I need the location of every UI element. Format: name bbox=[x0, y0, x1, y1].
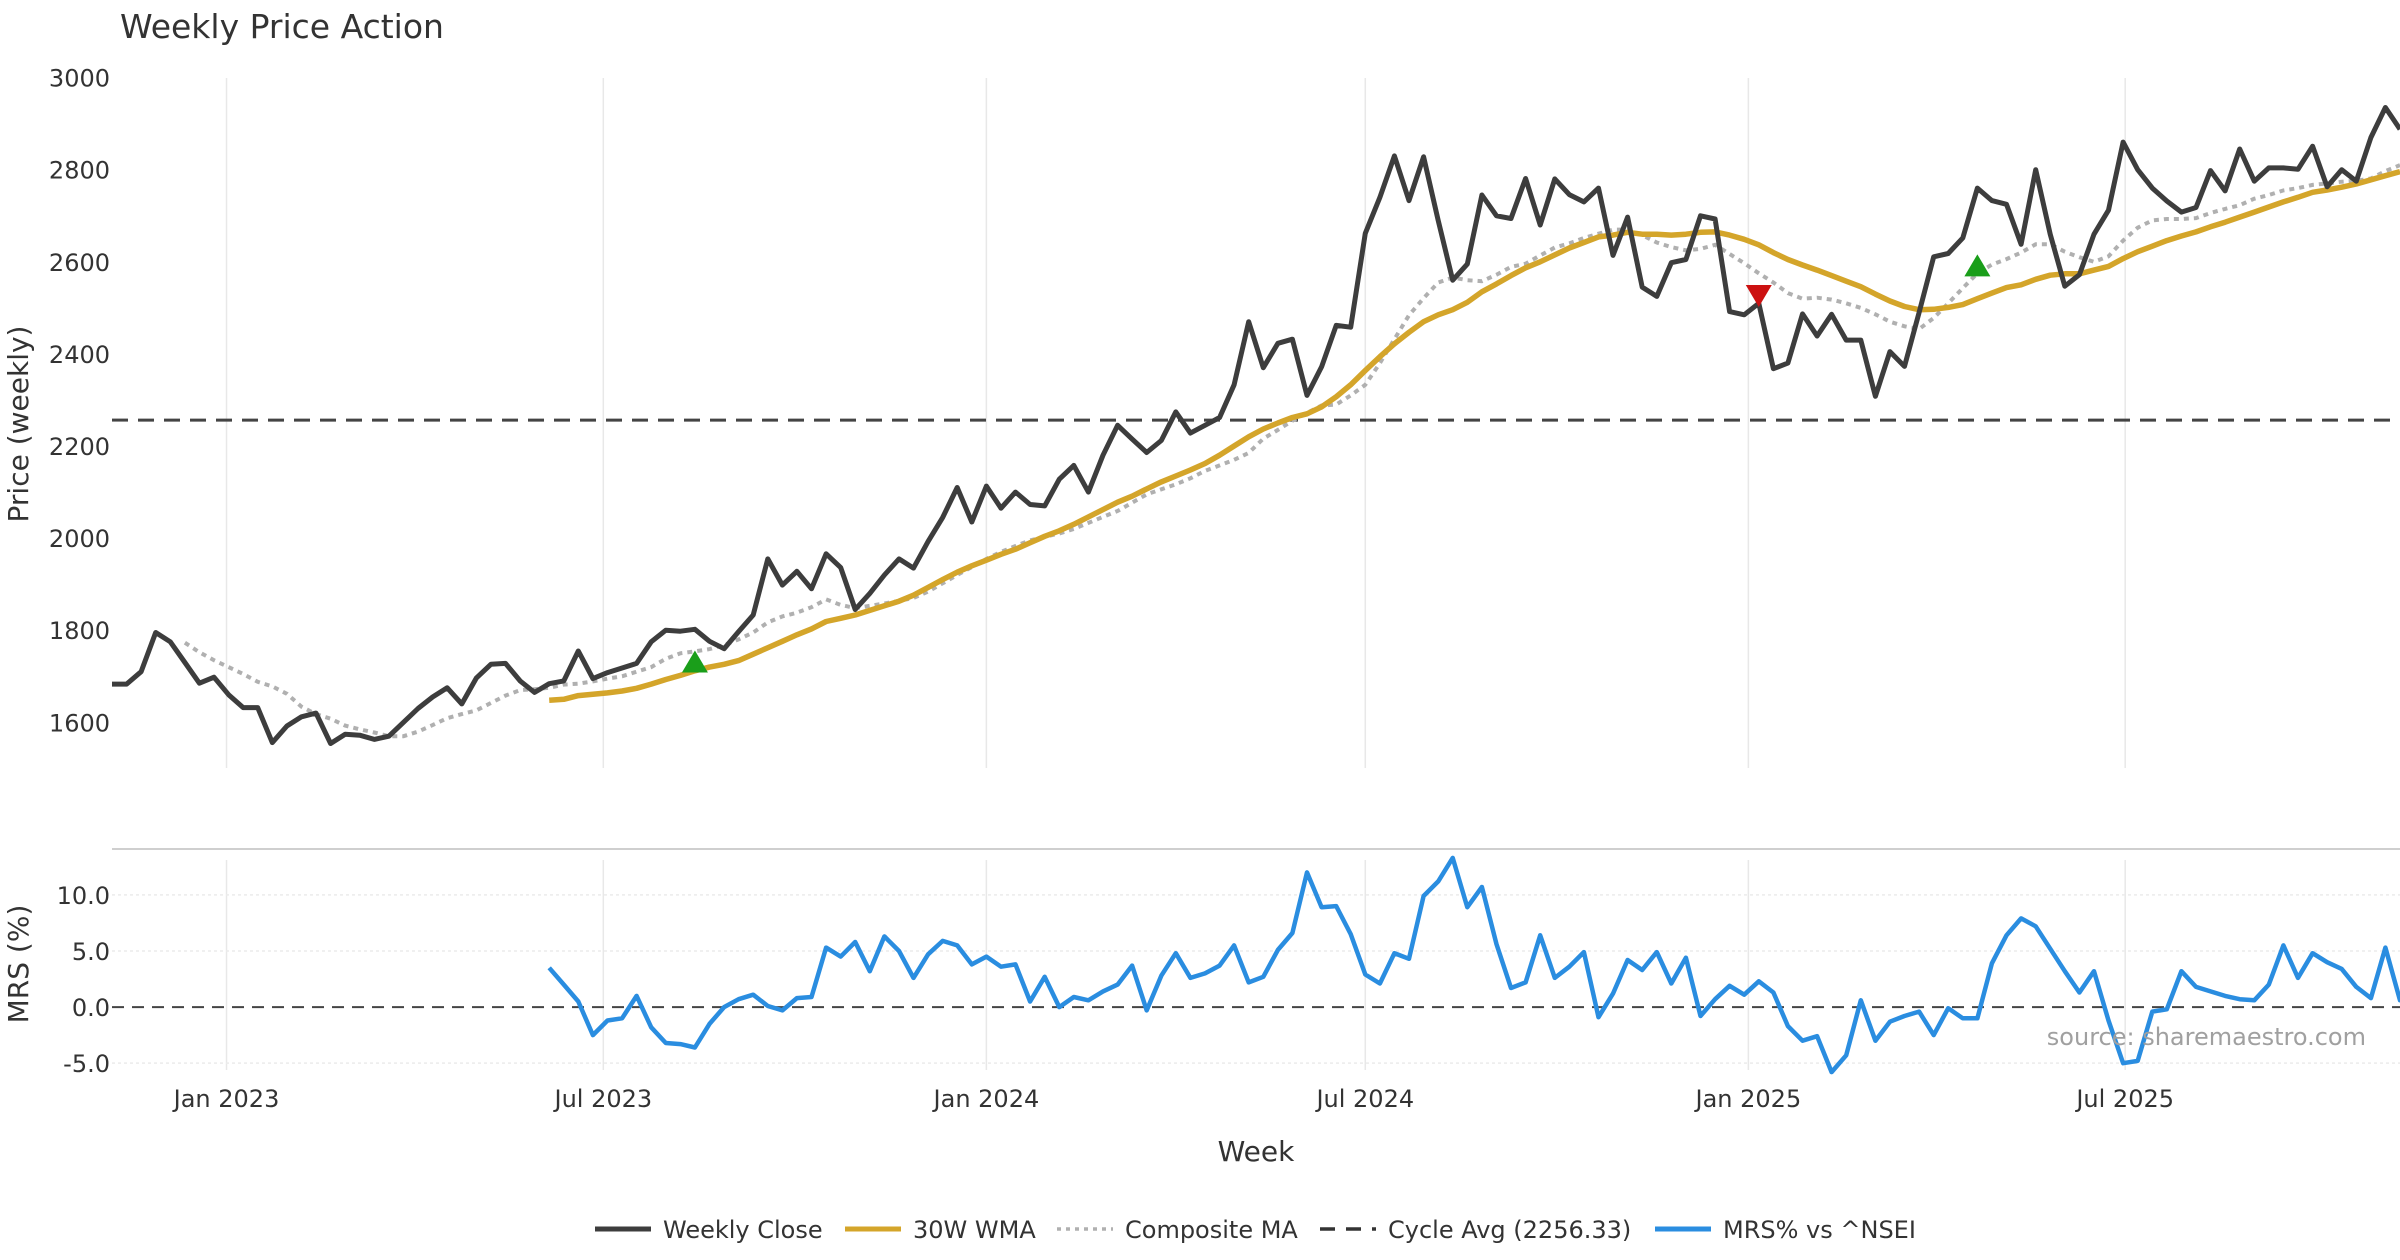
price-y-tick-label: 2400 bbox=[49, 341, 110, 369]
wma30-line bbox=[549, 168, 2400, 703]
x-tick-label: Jul 2023 bbox=[552, 1085, 652, 1113]
x-axis-label: Week bbox=[1218, 1135, 1295, 1168]
legend-label: Cycle Avg (2256.33) bbox=[1388, 1216, 1631, 1244]
source-credit: source: sharemaestro.com bbox=[2047, 1023, 2366, 1051]
price-series bbox=[112, 105, 2400, 746]
price-y-axis: 1600 1800 2000 2200 2400 2600 2800 3000 bbox=[49, 65, 110, 738]
price-y-tick-label: 2000 bbox=[49, 525, 110, 553]
legend-label: 30W WMA bbox=[913, 1216, 1036, 1244]
price-y-tick-label: 1800 bbox=[49, 617, 110, 645]
mrs-line bbox=[547, 855, 2400, 1075]
buy-signal-marker bbox=[1964, 254, 1991, 277]
x-tick-label: Jul 2024 bbox=[1314, 1085, 1414, 1113]
legend-label: Weekly Close bbox=[663, 1216, 823, 1244]
x-tick-label: Jul 2025 bbox=[2074, 1085, 2174, 1113]
mrs-y-tick-label: -5.0 bbox=[63, 1050, 110, 1078]
price-y-axis-label: Price (weekly) bbox=[2, 326, 35, 523]
buy-signal-marker bbox=[681, 650, 708, 673]
mrs-series bbox=[547, 855, 2400, 1075]
weekly-close-line bbox=[112, 105, 2400, 746]
chart-legend: Weekly Close 30W WMA Composite MA Cycle Avg… bbox=[595, 1216, 1916, 1244]
chart-title: Weekly Price Action bbox=[120, 7, 444, 46]
price-y-tick-label: 2200 bbox=[49, 433, 110, 461]
sell-signal-marker bbox=[1745, 284, 1772, 307]
price-y-tick-label: 3000 bbox=[49, 65, 110, 93]
legend-label: MRS% vs ^NSEI bbox=[1723, 1216, 1916, 1244]
x-tick-label: Jan 2024 bbox=[932, 1085, 1040, 1113]
price-panel-grid bbox=[225, 78, 2126, 768]
signal-markers bbox=[681, 254, 1991, 673]
mrs-y-axis: 10.0 5.0 0.0 -5.0 bbox=[57, 882, 110, 1078]
mrs-y-axis-label: MRS (%) bbox=[2, 905, 35, 1024]
x-axis: Jan 2023 Jul 2023 Jan 2024 Jul 2024 Jan 2025… bbox=[172, 1085, 2174, 1113]
legend-label: Composite MA bbox=[1125, 1216, 1298, 1244]
mrs-panel-grid bbox=[112, 860, 2400, 1070]
price-y-tick-label: 1600 bbox=[49, 709, 110, 737]
x-tick-label: Jan 2025 bbox=[1694, 1085, 1802, 1113]
x-tick-label: Jan 2023 bbox=[172, 1085, 280, 1113]
mrs-y-tick-label: 10.0 bbox=[57, 882, 110, 910]
mrs-y-tick-label: 0.0 bbox=[72, 994, 110, 1022]
price-y-tick-label: 2600 bbox=[49, 249, 110, 277]
mrs-y-tick-label: 5.0 bbox=[72, 938, 110, 966]
composite-ma-line bbox=[183, 163, 2400, 739]
price-y-tick-label: 2800 bbox=[49, 157, 110, 185]
